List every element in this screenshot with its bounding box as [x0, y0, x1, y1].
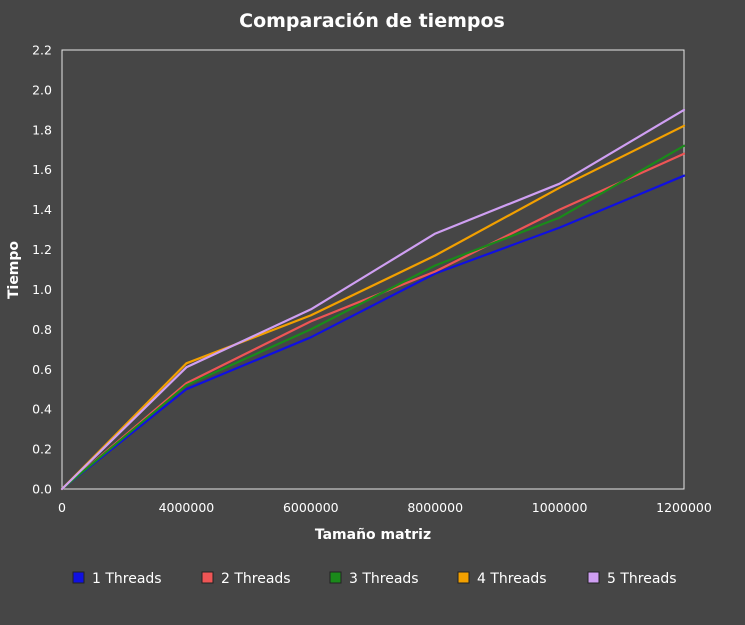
legend-label: 3 Threads: [349, 571, 419, 587]
x-tick-label: 6000000: [283, 500, 339, 515]
y-tick-label: 2.2: [32, 43, 52, 58]
legend-swatch: [201, 571, 214, 584]
y-axis-ticks: 0.0 0.2 0.4 0.6 0.8 1.0 1.2 1.4 1.6 1.8 2.0 2.2: [32, 43, 52, 497]
y-tick-label: 1.2: [32, 242, 52, 257]
chart-title: Comparación de tiempos: [239, 10, 505, 32]
plot-area: [61, 49, 685, 490]
x-tick-label: 4000000: [159, 500, 215, 515]
y-tick-label: 1.6: [32, 162, 52, 177]
legend-item-3: 3 Threads: [329, 571, 419, 587]
y-tick-label: 0.0: [32, 482, 52, 497]
y-tick-label: 0.2: [32, 442, 52, 457]
series-lines: [60, 108, 686, 491]
y-tick-label: 1.0: [32, 282, 52, 297]
series-line-4: [60, 124, 686, 491]
legend-item-4: 4 Threads: [457, 571, 547, 587]
y-tick-label: 1.8: [32, 122, 52, 137]
legend-swatch: [72, 571, 85, 584]
series-line-5: [60, 108, 686, 491]
x-tick-label: 8000000: [407, 500, 463, 515]
x-axis-title: Tamaño matriz: [315, 527, 431, 543]
y-axis-title: Tiempo: [6, 241, 22, 299]
x-tick-label: 0: [58, 500, 66, 515]
legend-item-1: 1 Threads: [72, 571, 162, 587]
y-tick-label: 0.8: [32, 322, 52, 337]
legend-item-2: 2 Threads: [201, 571, 291, 587]
legend-label: 1 Threads: [92, 571, 162, 587]
legend-item-5: 5 Threads: [587, 571, 677, 587]
x-tick-label: 1000000: [532, 500, 588, 515]
series-line-2: [60, 152, 686, 491]
legend-label: 5 Threads: [607, 571, 677, 587]
legend-swatch: [587, 571, 600, 584]
legend-label: 2 Threads: [221, 571, 291, 587]
legend-swatch: [457, 571, 470, 584]
legend-swatch: [329, 571, 342, 584]
legend: 1 Threads 2 Threads 3 Threads 4 Threads 5 Th…: [72, 571, 677, 587]
y-tick-label: 0.4: [32, 402, 52, 417]
legend-label: 4 Threads: [477, 571, 547, 587]
x-tick-label: 1200000: [656, 500, 712, 515]
y-tick-label: 2.0: [32, 82, 52, 97]
y-tick-label: 1.4: [32, 202, 52, 217]
series-line-1: [60, 174, 686, 491]
x-axis-ticks: 0 4000000 6000000 8000000 1000000 1200000: [58, 500, 712, 515]
series-line-3: [60, 144, 686, 491]
y-tick-label: 0.6: [32, 362, 52, 377]
